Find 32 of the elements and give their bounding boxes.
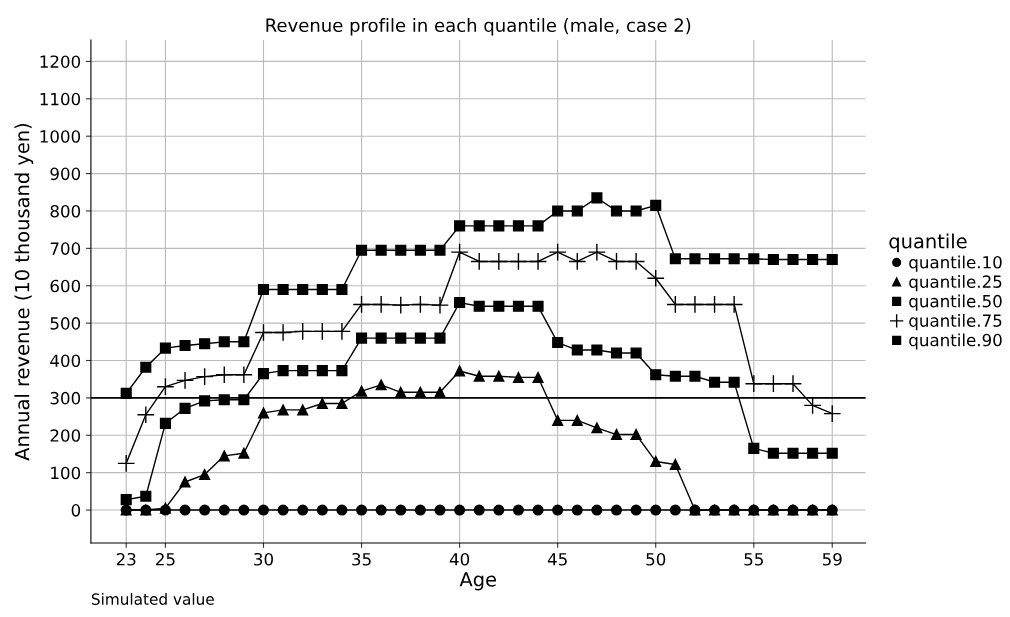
- x-tick-label: 55: [744, 553, 763, 566]
- legend-label: quantile.90: [909, 333, 1002, 350]
- x-tick-label: 25: [156, 552, 175, 566]
- y-tick-label: 100: [51, 466, 81, 480]
- x-tick-label: 30: [254, 552, 273, 566]
- y-tick-label: 200: [50, 429, 81, 442]
- y-tick-label: 500: [50, 317, 81, 330]
- x-tick-label: 23: [116, 552, 136, 566]
- y-tick-label: 400: [50, 354, 81, 368]
- y-tick-label: 1100: [40, 92, 81, 106]
- chart-title: Revenue profile in each quantile (male, case 2): [266, 18, 691, 36]
- x-tick-label: 45: [547, 553, 567, 566]
- x-tick-label: 59: [822, 552, 842, 566]
- x-axis-title: Age: [459, 572, 496, 591]
- y-tick-label: 700: [50, 242, 81, 255]
- legend-title: quantile: [889, 233, 967, 253]
- y-tick-label: 300: [50, 391, 81, 405]
- y-tick-label: 600: [50, 279, 81, 293]
- y-axis-title: Annual revenue (10 thousand yen): [14, 123, 34, 461]
- legend-label: quantile.75: [909, 314, 1002, 331]
- y-tick-label: 1000: [40, 130, 81, 143]
- x-tick-label: 50: [646, 552, 666, 566]
- legend-label: quantile.10: [909, 255, 1002, 272]
- x-tick-label: 40: [449, 552, 470, 566]
- x-tick-label: 35: [352, 552, 371, 566]
- y-tick-label: 800: [50, 204, 81, 218]
- y-tick-label: 900: [50, 167, 81, 181]
- y-tick-label: 1200: [40, 55, 81, 68]
- y-tick-label: 0: [71, 504, 81, 517]
- text: Simulated value: [91, 593, 214, 605]
- legend-label: quantile.50: [909, 294, 1002, 311]
- legend-label: quantile.25: [909, 275, 1002, 292]
